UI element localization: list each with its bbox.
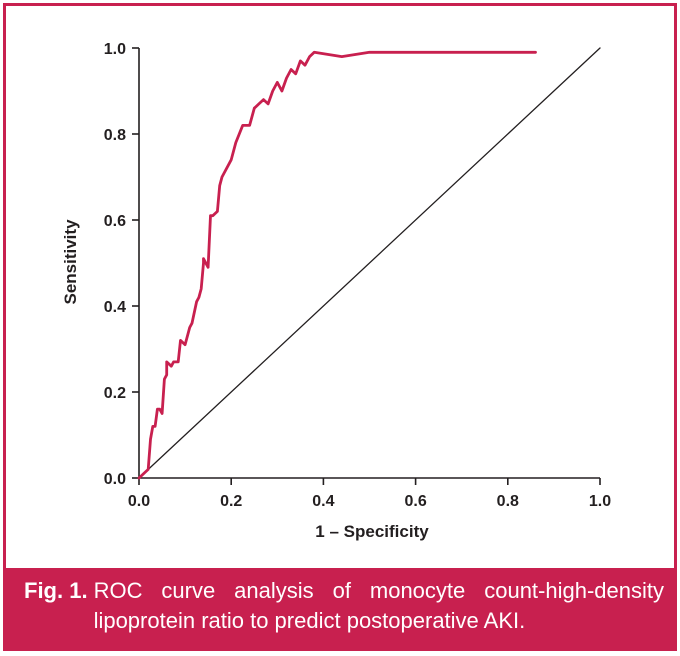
x-tick-label: 0.8 (497, 493, 519, 510)
x-tick-label: 1.0 (589, 493, 611, 510)
y-tick-label: 0.4 (104, 299, 126, 316)
series-layer (137, 47, 601, 480)
figure-caption: Fig. 1. ROC curve analysis of monocyte c… (24, 576, 664, 636)
y-axis-ticks: 0.0 0.2 0.4 0.6 0.8 1.0 (104, 41, 139, 488)
y-tick-label: 0.2 (104, 385, 126, 402)
caption-bar: Fig. 1. ROC curve analysis of monocyte c… (3, 568, 677, 651)
roc-curve-line (137, 50, 537, 480)
figure-frame (3, 3, 677, 651)
y-tick-label: 0.8 (104, 127, 126, 144)
y-tick-label: 0.0 (104, 471, 126, 488)
caption-text: ROC curve analysis of monocyte count-hig… (93, 578, 664, 633)
y-axis-title: Sensitivity (61, 219, 80, 305)
x-axis-ticks: 0.0 0.2 0.4 0.6 0.8 1.0 (128, 478, 611, 510)
caption-label: Fig. 1. (24, 578, 88, 603)
x-tick-label: 0.6 (404, 493, 426, 510)
x-tick-label: 0.2 (220, 493, 242, 510)
y-tick-label: 1.0 (104, 41, 126, 58)
y-tick-label: 0.6 (104, 213, 126, 230)
reference-diagonal-line (138, 47, 601, 479)
x-tick-label: 0.0 (128, 493, 150, 510)
x-tick-label: 0.4 (312, 493, 334, 510)
roc-chart: 0.0 0.2 0.4 0.6 0.8 1.0 0.0 0.2 0.4 0.6 0.8 1.0 1 … (61, 41, 611, 541)
x-axis-title: 1 – Specificity (315, 522, 429, 541)
